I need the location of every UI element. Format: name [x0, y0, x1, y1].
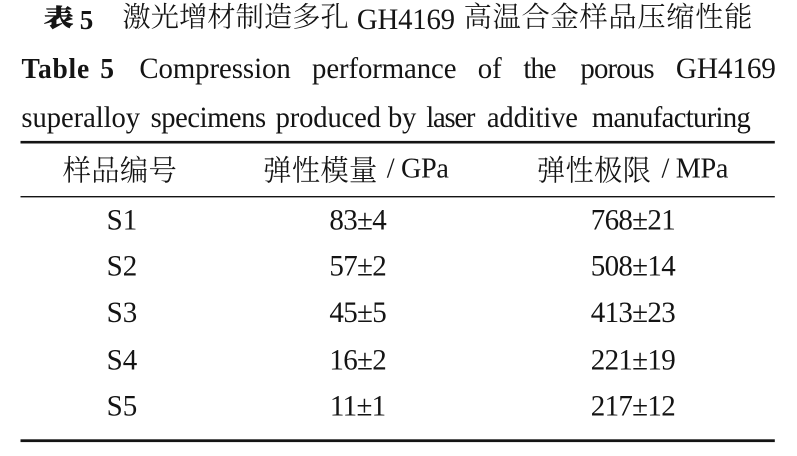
svg-text:5: 5	[80, 5, 94, 35]
svg-text:Compression: Compression	[139, 53, 291, 85]
svg-text:GH4169: GH4169	[676, 53, 776, 85]
svg-text:217±12: 217±12	[591, 390, 675, 422]
svg-text:57±2: 57±2	[329, 250, 386, 282]
svg-text:additive: additive	[487, 102, 578, 134]
svg-text:GH4169: GH4169	[357, 4, 455, 36]
svg-text:Table: Table	[21, 54, 89, 85]
svg-text:S1: S1	[107, 204, 138, 236]
svg-text:by: by	[388, 102, 417, 134]
svg-text:83±4: 83±4	[329, 204, 387, 236]
svg-text:performance: performance	[312, 53, 456, 85]
svg-text:S2: S2	[107, 250, 138, 282]
svg-text:manufacturing: manufacturing	[592, 102, 750, 134]
svg-text:S4: S4	[107, 344, 138, 376]
svg-text:S3: S3	[107, 297, 138, 329]
svg-text:768±21: 768±21	[591, 204, 675, 236]
svg-text:specimens: specimens	[151, 102, 266, 134]
svg-text:45±5: 45±5	[329, 297, 386, 329]
svg-text:11±1: 11±1	[330, 390, 386, 422]
svg-text:laser: laser	[426, 102, 476, 134]
svg-text:/ MPa: / MPa	[662, 153, 729, 184]
svg-text:the: the	[523, 53, 555, 85]
svg-text:porous: porous	[580, 53, 654, 85]
svg-text:/ GPa: / GPa	[387, 153, 450, 184]
svg-text:5: 5	[100, 54, 114, 85]
svg-text:superalloy: superalloy	[21, 102, 140, 134]
svg-text:produced: produced	[276, 102, 382, 134]
svg-text:221±19: 221±19	[591, 344, 675, 376]
svg-text:508±14: 508±14	[591, 250, 676, 282]
svg-text:of: of	[478, 53, 502, 85]
svg-text:16±2: 16±2	[329, 344, 386, 376]
svg-text:413±23: 413±23	[591, 297, 675, 329]
svg-text:S5: S5	[107, 390, 138, 422]
